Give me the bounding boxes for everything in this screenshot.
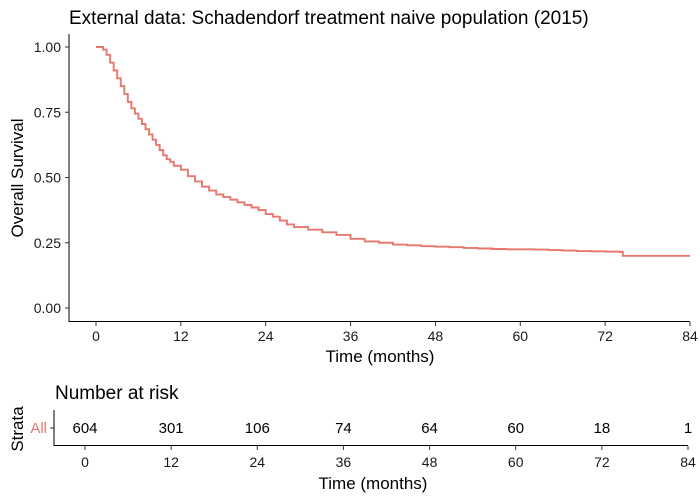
x-axis-title: Time (months)	[326, 347, 435, 366]
y-tick-label: 0.25	[34, 235, 61, 251]
risk-x-tick-label: 84	[680, 454, 696, 470]
risk-value: 1	[684, 420, 692, 437]
x-tick-label: 84	[682, 328, 698, 344]
risk-table-x-ticks: 0 12 24 36 48 60 72 84	[81, 446, 696, 470]
x-tick-label: 72	[597, 328, 613, 344]
survival-curve-line	[96, 46, 690, 257]
y-tick-label: 1.00	[34, 39, 61, 55]
risk-value: 604	[72, 420, 97, 437]
risk-x-tick-label: 36	[336, 454, 352, 470]
risk-values: 604 301 106 74 64 60 18 1	[72, 420, 692, 437]
risk-x-tick-label: 72	[594, 454, 610, 470]
y-tick-label: 0.00	[34, 300, 61, 316]
risk-value: 18	[594, 420, 611, 437]
risk-x-tick-label: 24	[249, 454, 265, 470]
risk-value: 74	[335, 420, 352, 437]
risk-x-tick-label: 12	[163, 454, 179, 470]
x-axis-ticks: 0 12 24 36 48 60 72 84	[92, 322, 698, 344]
strata-label: All	[30, 420, 47, 437]
y-axis-ticks: 0.00 0.25 0.50 0.75 1.00	[34, 39, 69, 316]
risk-strata-labels: All	[30, 420, 54, 437]
x-tick-label: 60	[512, 328, 528, 344]
risk-x-tick-label: 0	[81, 454, 89, 470]
survival-curves	[96, 46, 690, 257]
x-tick-label: 24	[258, 328, 274, 344]
x-tick-label: 48	[428, 328, 444, 344]
risk-x-tick-label: 48	[422, 454, 438, 470]
x-tick-label: 12	[173, 328, 189, 344]
y-tick-label: 0.75	[34, 104, 61, 120]
y-axis-title: Overall Survival	[8, 118, 27, 237]
y-tick-label: 0.50	[34, 170, 61, 186]
x-tick-label: 36	[343, 328, 359, 344]
risk-x-tick-label: 60	[508, 454, 524, 470]
risk-table-x-title: Time (months)	[319, 474, 428, 493]
survival-plot: External data: Schadendorf treatment nai…	[8, 8, 698, 366]
risk-table-title: Number at risk	[55, 383, 179, 404]
risk-value: 64	[421, 420, 438, 437]
x-tick-label: 0	[92, 328, 100, 344]
risk-value: 301	[159, 420, 184, 437]
risk-table-y-title: Strata	[8, 406, 27, 452]
risk-value: 60	[507, 420, 524, 437]
risk-value: 106	[245, 420, 270, 437]
chart-title: External data: Schadendorf treatment nai…	[69, 8, 589, 29]
risk-table: Number at risk Strata Time (months) All …	[8, 383, 696, 493]
